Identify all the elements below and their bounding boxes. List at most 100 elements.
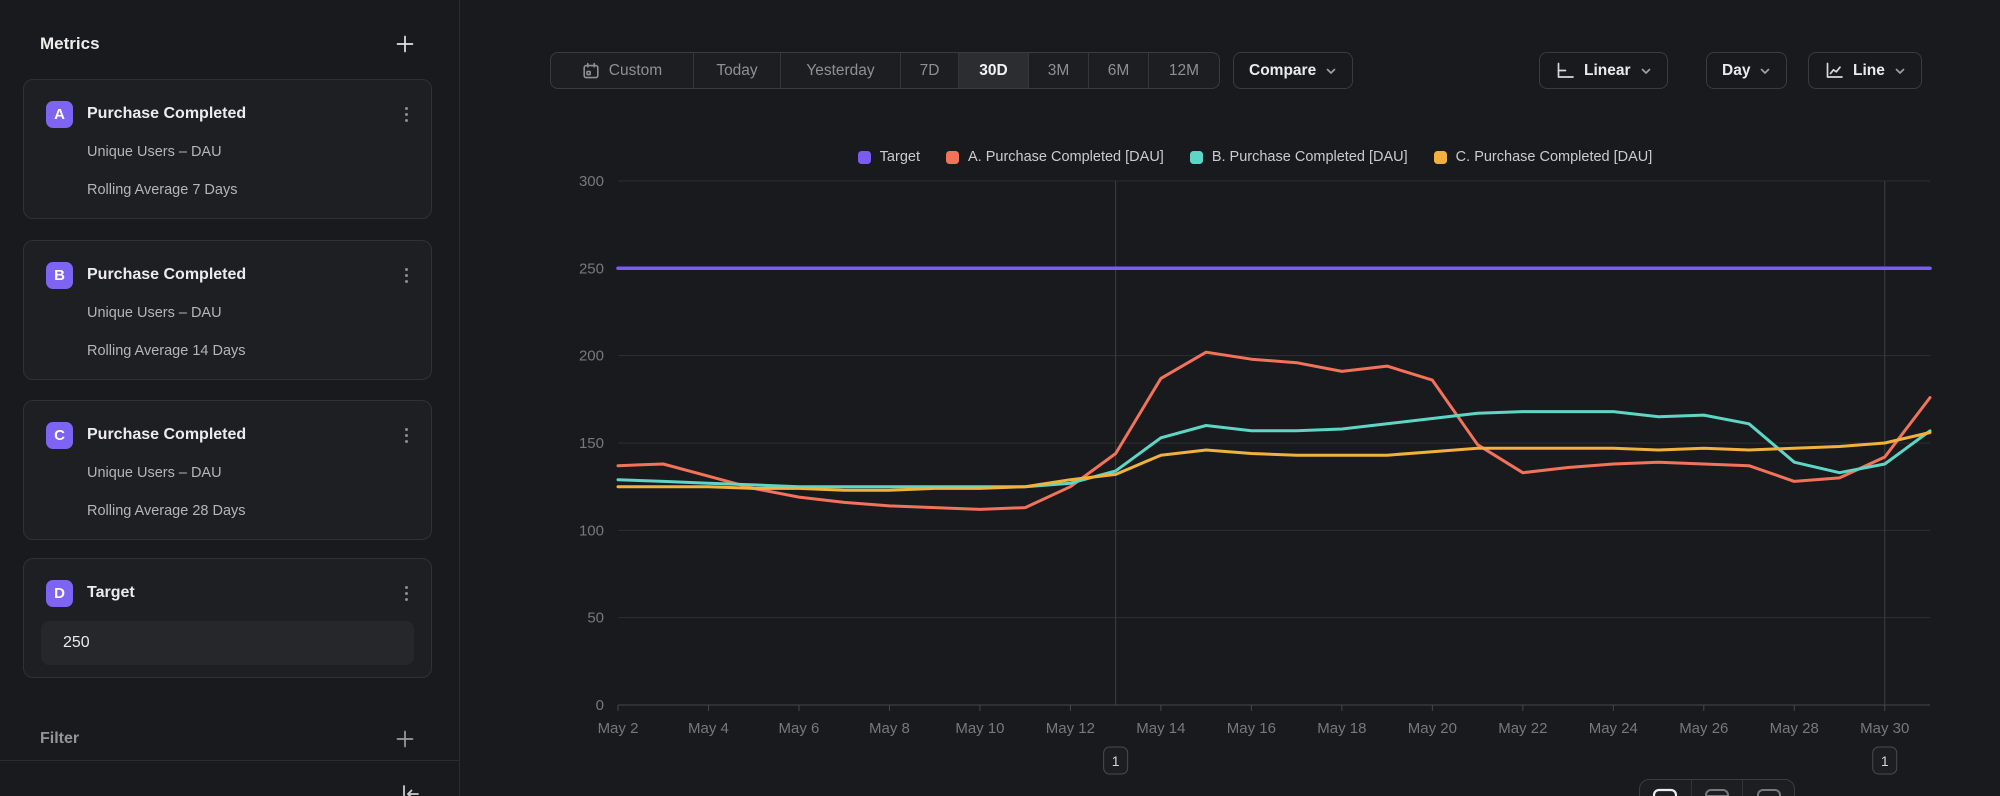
x-tick-label: May 28 — [1770, 720, 1819, 737]
metric-card-c[interactable]: C Purchase Completed Unique Users – DAU … — [23, 400, 432, 540]
chart-view-button[interactable] — [1640, 780, 1692, 796]
legend-label: C. Purchase Completed [DAU] — [1455, 149, 1653, 165]
x-tick-label: May 12 — [1046, 720, 1095, 737]
line-chart-icon — [1826, 62, 1843, 78]
chart-type-dropdown[interactable]: Line — [1808, 52, 1922, 89]
add-metric-button[interactable] — [395, 34, 415, 54]
range-label: 30D — [979, 61, 1008, 79]
metrics-sidebar: Metrics A Purchase Completed Unique User… — [0, 0, 460, 796]
x-tick-label: May 26 — [1679, 720, 1728, 737]
metric-card-head: B Purchase Completed — [46, 261, 415, 289]
range-yesterday[interactable]: Yesterday — [781, 53, 901, 88]
legend-swatch — [857, 150, 871, 164]
range-label: 6M — [1107, 61, 1130, 79]
metric-card-a[interactable]: A Purchase Completed Unique Users – DAU … — [23, 79, 432, 219]
range-label: 3M — [1047, 61, 1070, 79]
table-view-button[interactable] — [1692, 780, 1744, 796]
legend-label: Target — [879, 149, 920, 165]
range-7d[interactable]: 7D — [901, 53, 959, 88]
metric-title: Target — [87, 584, 135, 601]
legend-item[interactable]: C. Purchase Completed [DAU] — [1433, 149, 1653, 165]
series-line-b[interactable] — [616, 410, 1932, 489]
y-tick-label: 200 — [579, 348, 604, 365]
metric-badge: B — [46, 261, 73, 289]
chart-view-icon — [1653, 788, 1678, 796]
y-tick-label: 150 — [579, 435, 604, 452]
legend-swatch — [945, 150, 959, 164]
linear-scale-icon — [1557, 62, 1574, 78]
metric-menu-button[interactable] — [397, 267, 415, 283]
calendar-icon — [583, 62, 599, 78]
chevron-down-icon — [1895, 68, 1905, 74]
x-tick-label: May 18 — [1317, 720, 1366, 737]
interval-dropdown[interactable]: Day — [1706, 52, 1788, 89]
chevron-down-icon — [1641, 68, 1650, 74]
metric-menu-button[interactable] — [397, 585, 415, 601]
x-tick-label: May 30 — [1860, 720, 1909, 737]
filter-section: Filter — [40, 726, 415, 752]
legend-item[interactable]: A. Purchase Completed [DAU] — [945, 149, 1164, 165]
metric-card-head: D Target — [46, 579, 415, 607]
range-6m[interactable]: 6M — [1089, 53, 1149, 88]
y-tick-label: 100 — [579, 522, 604, 539]
target-card[interactable]: D Target — [23, 558, 432, 678]
y-tick-label: 0 — [596, 697, 604, 714]
interval-label: Day — [1722, 61, 1751, 79]
x-tick-label: May 2 — [598, 720, 639, 737]
legend-item[interactable]: B. Purchase Completed [DAU] — [1189, 149, 1408, 165]
range-12m[interactable]: 12M — [1149, 53, 1219, 88]
range-custom[interactable]: Custom — [551, 53, 694, 88]
metric-badge: D — [46, 579, 73, 607]
metric-rolling: Rolling Average 14 Days — [87, 343, 246, 359]
range-today[interactable]: Today — [694, 53, 781, 88]
range-label: Today — [716, 61, 758, 79]
details-view-button[interactable] — [1743, 780, 1794, 796]
compare-label: Compare — [1249, 61, 1317, 79]
table-view-icon — [1705, 789, 1729, 796]
compare-dropdown[interactable]: Compare — [1233, 52, 1354, 89]
chart-type-label: Line — [1853, 61, 1885, 79]
series-line-a[interactable] — [616, 350, 1932, 511]
legend-label: A. Purchase Completed [DAU] — [967, 149, 1164, 165]
x-tick-label: May 16 — [1227, 720, 1276, 737]
range-3m[interactable]: 3M — [1029, 53, 1089, 88]
annotation-badge[interactable]: 1 — [1103, 746, 1129, 775]
metric-card-head: A Purchase Completed — [46, 100, 415, 128]
range-label: 12M — [1168, 61, 1200, 79]
metric-menu-button[interactable] — [397, 427, 415, 443]
range-label: 7D — [919, 61, 940, 79]
date-range-picker: Custom Today Yesterday 7D 30D 3M 6M 12M — [550, 52, 1220, 89]
range-30d[interactable]: 30D — [959, 53, 1029, 88]
plus-icon — [396, 35, 414, 53]
series-line-c[interactable] — [616, 431, 1932, 492]
metric-measure: Unique Users – DAU — [87, 305, 222, 321]
annotation-badge[interactable]: 1 — [1872, 746, 1898, 775]
y-tick-label: 50 — [587, 610, 604, 627]
target-value-input[interactable] — [41, 621, 414, 665]
x-tick-label: May 20 — [1408, 720, 1457, 737]
scale-dropdown[interactable]: Linear — [1539, 52, 1668, 89]
x-tick-label: May 8 — [869, 720, 910, 737]
y-tick-label: 300 — [579, 173, 604, 190]
metric-badge: A — [46, 100, 73, 128]
metric-card-b[interactable]: B Purchase Completed Unique Users – DAU … — [23, 240, 432, 380]
range-label: Custom — [608, 61, 663, 79]
metric-measure: Unique Users – DAU — [87, 465, 222, 481]
sidebar-divider — [0, 760, 459, 761]
chart-panel: Custom Today Yesterday 7D 30D 3M 6M 12M … — [461, 0, 2000, 796]
chart-view-toggle — [1639, 779, 1795, 796]
chevron-down-icon — [1761, 68, 1770, 74]
metric-card-head: C Purchase Completed — [46, 421, 415, 449]
legend-item[interactable]: Target — [857, 149, 920, 165]
range-label: Yesterday — [806, 61, 875, 79]
filter-title: Filter — [40, 730, 80, 747]
x-tick-label: May 6 — [779, 720, 820, 737]
metrics-title: Metrics — [40, 34, 100, 53]
collapse-sidebar-button[interactable] — [399, 783, 421, 796]
add-filter-button[interactable] — [395, 729, 415, 749]
metric-title: Purchase Completed — [87, 105, 247, 122]
metric-menu-button[interactable] — [397, 106, 415, 122]
metrics-header: Metrics — [40, 30, 415, 58]
details-view-icon — [1756, 789, 1781, 796]
